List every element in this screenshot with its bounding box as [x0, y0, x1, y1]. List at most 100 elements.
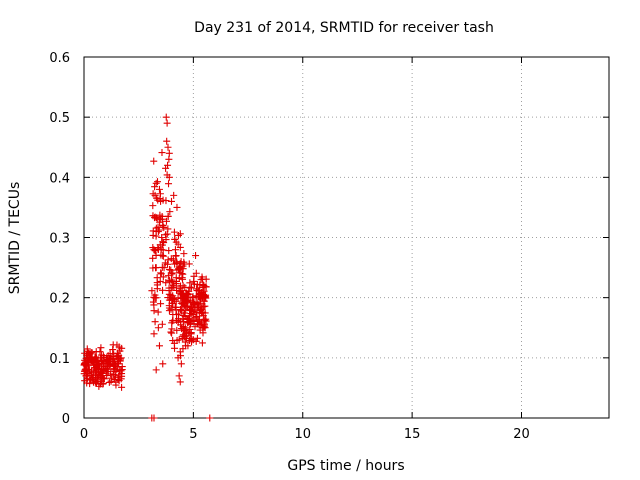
data-point — [150, 301, 158, 309]
data-point — [163, 260, 171, 268]
data-point — [152, 294, 160, 302]
data-point — [97, 344, 105, 352]
data-point — [165, 266, 173, 274]
data-point — [191, 323, 199, 331]
data-point — [163, 119, 171, 127]
data-point — [174, 354, 182, 362]
data-point — [191, 280, 199, 288]
data-points — [80, 113, 214, 422]
y-axis-label: SRMTID / TECUs — [7, 182, 23, 295]
data-point — [200, 322, 208, 330]
data-point — [158, 234, 166, 241]
data-point — [153, 281, 161, 289]
data-point — [166, 294, 174, 302]
data-point — [165, 173, 173, 181]
data-point — [152, 227, 160, 235]
data-point — [175, 310, 183, 318]
data-point — [159, 286, 167, 294]
data-point — [171, 260, 179, 268]
data-point — [149, 231, 157, 239]
data-point — [148, 287, 156, 295]
data-point — [186, 334, 194, 342]
y-tick-label: 0 — [62, 412, 70, 427]
data-point — [151, 247, 159, 255]
data-point — [164, 143, 172, 151]
data-point — [92, 354, 100, 362]
data-point — [102, 367, 110, 375]
y-tick-label: 0.3 — [49, 232, 70, 247]
data-point — [202, 283, 210, 291]
data-point — [158, 212, 166, 220]
data-point — [164, 212, 172, 220]
data-point — [105, 378, 113, 386]
data-point — [167, 255, 175, 263]
x-tick-label: 20 — [513, 427, 530, 442]
data-point — [149, 202, 157, 210]
data-point — [89, 373, 97, 381]
data-point — [110, 375, 118, 383]
data-point — [107, 374, 115, 382]
data-point — [198, 339, 206, 347]
data-point — [167, 305, 175, 313]
data-point — [187, 283, 195, 291]
data-point — [181, 283, 189, 291]
data-point — [102, 356, 110, 364]
data-point — [155, 342, 163, 350]
y-tick-label: 0.1 — [49, 352, 70, 367]
data-point — [159, 221, 167, 229]
data-point — [158, 320, 166, 328]
data-point — [88, 367, 96, 375]
data-point — [153, 214, 161, 222]
data-point — [159, 252, 167, 260]
data-point — [171, 246, 179, 254]
data-point — [96, 371, 104, 379]
data-point — [84, 357, 92, 365]
data-point — [167, 284, 175, 292]
data-point — [195, 287, 203, 295]
data-point — [179, 275, 187, 283]
data-point — [154, 324, 162, 332]
data-point — [93, 375, 101, 383]
data-point — [179, 282, 187, 290]
data-point — [171, 344, 179, 352]
data-point — [115, 355, 123, 363]
data-point — [118, 372, 126, 380]
data-point — [196, 281, 204, 289]
data-point — [158, 149, 166, 157]
data-point — [182, 289, 190, 297]
data-point — [151, 183, 159, 191]
data-point — [181, 326, 189, 334]
data-point — [193, 313, 201, 321]
data-point — [184, 296, 192, 304]
data-point — [157, 300, 165, 308]
data-point — [176, 378, 184, 386]
data-point — [164, 161, 172, 169]
data-point — [154, 308, 162, 316]
data-point — [197, 276, 205, 284]
y-tick-label: 0.2 — [49, 292, 70, 307]
y-tick-label: 0.5 — [49, 111, 70, 126]
data-point — [158, 263, 166, 271]
data-point — [175, 336, 183, 344]
y-tick-label: 0.4 — [49, 171, 70, 186]
data-point — [154, 178, 162, 186]
data-point — [201, 302, 209, 310]
data-point — [170, 191, 178, 199]
x-tick-label: 10 — [294, 427, 311, 442]
data-point — [180, 250, 188, 258]
data-point — [94, 372, 102, 380]
data-point — [186, 306, 194, 314]
data-point — [163, 137, 171, 145]
data-point — [158, 241, 166, 249]
data-point — [90, 361, 98, 369]
data-point — [97, 360, 105, 368]
data-point — [157, 269, 165, 277]
data-point — [104, 357, 112, 365]
data-point — [151, 191, 159, 199]
data-point — [150, 414, 158, 422]
x-tick-label: 15 — [404, 427, 421, 442]
data-point — [162, 231, 170, 239]
data-point — [164, 225, 172, 233]
data-point — [168, 276, 176, 284]
